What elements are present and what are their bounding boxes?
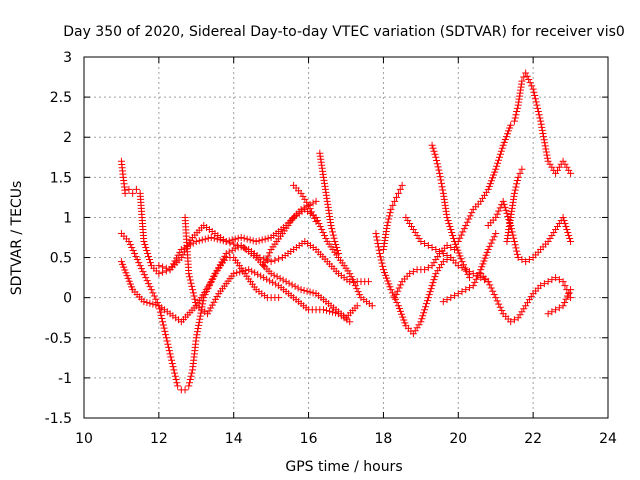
series-track-19 bbox=[544, 286, 575, 318]
y-tick-label: 3 bbox=[63, 50, 72, 66]
plus-markers bbox=[484, 197, 575, 266]
x-tick-label: 10 bbox=[75, 431, 93, 447]
x-tick-label: 18 bbox=[375, 431, 393, 447]
series-track-14 bbox=[439, 229, 500, 306]
series-track-8 bbox=[316, 149, 343, 258]
series-track-17 bbox=[484, 197, 575, 266]
plus-markers bbox=[316, 149, 343, 258]
plus-markers bbox=[477, 270, 575, 326]
x-tick-label: 20 bbox=[449, 431, 467, 447]
y-tick-label: 1 bbox=[63, 210, 72, 226]
y-tick-label: 1.5 bbox=[50, 170, 72, 186]
plus-markers bbox=[372, 229, 455, 338]
y-axis-label: SDTVAR / TECUs bbox=[9, 181, 25, 296]
plus-markers bbox=[290, 181, 320, 225]
series-track-16 bbox=[477, 270, 575, 326]
y-tick-label: -0.5 bbox=[45, 331, 72, 347]
chart-title: Day 350 of 2020, Sidereal Day-to-day VTE… bbox=[63, 24, 625, 40]
series-track-18 bbox=[503, 165, 526, 246]
x-tick-label: 14 bbox=[225, 431, 243, 447]
x-tick-label: 12 bbox=[150, 431, 168, 447]
y-tick-label: 2.5 bbox=[50, 90, 72, 106]
y-tick-label: 0.5 bbox=[50, 251, 72, 267]
plot-frame bbox=[83, 56, 609, 419]
y-tick-label: -1 bbox=[58, 371, 72, 387]
plus-markers bbox=[260, 205, 376, 310]
plus-markers bbox=[428, 141, 474, 282]
plus-markers bbox=[181, 213, 354, 326]
series-track-7 bbox=[290, 181, 320, 225]
plus-markers bbox=[503, 165, 526, 246]
series-track-13 bbox=[428, 141, 474, 282]
plus-markers bbox=[439, 229, 500, 306]
series-track-5 bbox=[181, 213, 354, 326]
plus-markers bbox=[454, 69, 575, 246]
data-points bbox=[117, 69, 575, 394]
x-axis-label: GPS time / hours bbox=[285, 459, 402, 475]
y-tick-label: 2 bbox=[63, 130, 72, 146]
y-tick-label: 0 bbox=[63, 291, 72, 307]
x-tick-label: 16 bbox=[300, 431, 318, 447]
x-tick-label: 24 bbox=[599, 431, 617, 447]
plus-markers bbox=[155, 221, 372, 286]
x-tick-label: 22 bbox=[524, 431, 542, 447]
plus-markers bbox=[544, 286, 575, 318]
series-track-10 bbox=[379, 181, 406, 254]
series-track-6 bbox=[260, 205, 376, 310]
series-track-4 bbox=[155, 221, 372, 286]
series-track-15 bbox=[454, 69, 575, 246]
tick-labels: 10 12 14 16 18 20 22 24 -1.5 -1 -0.5 0 0.5 1 1.5 2 2.5 3 bbox=[45, 50, 617, 447]
series-track-9 bbox=[372, 229, 455, 338]
y-tick-label: -1.5 bbox=[45, 411, 72, 427]
plus-markers bbox=[379, 181, 406, 254]
